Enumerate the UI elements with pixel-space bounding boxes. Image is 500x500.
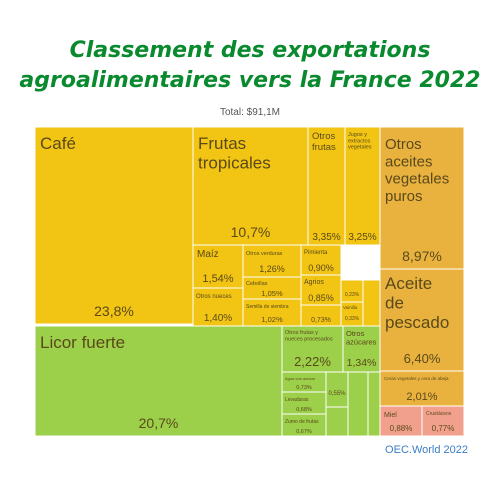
treemap-cell-name: Otros nueces bbox=[196, 294, 232, 300]
treemap-cell-name: frutas bbox=[312, 142, 336, 153]
treemap-cell-name: Café bbox=[40, 134, 76, 153]
treemap-cell-name: extractos bbox=[348, 138, 371, 144]
treemap-cell-value: 1,05% bbox=[261, 289, 283, 298]
title-line-2: agroalimentaires vers la France 2022 bbox=[19, 68, 481, 93]
treemap-cell bbox=[379, 405, 423, 437]
treemap-cell bbox=[192, 287, 244, 327]
treemap-cell bbox=[325, 371, 349, 408]
treemap-cell-name: vegetales bbox=[385, 171, 449, 188]
treemap-cell bbox=[281, 325, 344, 373]
treemap-cell bbox=[342, 325, 381, 373]
treemap-cell bbox=[340, 279, 364, 303]
treemap-cell-name: Maíz bbox=[197, 249, 219, 260]
treemap-cell bbox=[34, 126, 194, 325]
treemap-cell-name: Jugos y bbox=[348, 132, 367, 138]
treemap-cell bbox=[421, 405, 465, 437]
treemap-cell-value: 10,7% bbox=[231, 224, 271, 240]
treemap-cell-minor bbox=[362, 279, 381, 327]
total-label: Total: $91,1M bbox=[219, 107, 281, 118]
treemap-cell-value: 20,7% bbox=[139, 415, 179, 431]
treemap-cell bbox=[307, 126, 346, 246]
treemap-cell-name: Otros frutas y bbox=[285, 330, 318, 336]
chart-title: Classement des exportations agroalimenta… bbox=[0, 36, 500, 96]
treemap-cell-name: Levaduras bbox=[285, 397, 309, 403]
treemap-cell-value: 0,77% bbox=[432, 424, 455, 433]
treemap-cell-value: 2,01% bbox=[406, 391, 437, 403]
treemap-cell bbox=[281, 413, 327, 437]
treemap-cell bbox=[300, 274, 342, 306]
treemap-cell-value: 2,22% bbox=[294, 354, 331, 369]
treemap-cell bbox=[379, 268, 465, 372]
treemap-cell-value: 0,55% bbox=[328, 391, 346, 397]
treemap-cell-name: nueces procesados bbox=[285, 336, 333, 342]
treemap-cell-value: 6,40% bbox=[404, 351, 441, 366]
source-label: OEC.World 2022 bbox=[385, 444, 468, 456]
treemap-cell bbox=[300, 244, 342, 276]
treemap-cell-name: Pimienta bbox=[304, 250, 328, 256]
treemap-cell-name: Frutas bbox=[198, 134, 246, 153]
title-line-1: Classement des exportations bbox=[69, 38, 431, 63]
treemap-cell-value: 1,02% bbox=[261, 315, 283, 324]
treemap-cell-name: Miel bbox=[384, 412, 397, 419]
treemap-cell-value: 0,23% bbox=[345, 292, 360, 298]
treemap-cell-value: 23,8% bbox=[94, 303, 134, 319]
treemap-cell bbox=[192, 244, 244, 289]
treemap-cell-name: Aceite bbox=[385, 274, 432, 293]
treemap-cell-name: Otros verduras bbox=[246, 251, 283, 257]
treemap-cell-value: 0,90% bbox=[308, 263, 334, 273]
treemap-cell-value: 0,73% bbox=[311, 317, 331, 324]
treemap-cell-name: vegetales bbox=[348, 145, 372, 151]
treemap-cell-name: Otros bbox=[346, 329, 365, 338]
treemap-cell-value: 0,67% bbox=[296, 429, 312, 435]
treemap-cell-name: Ceras vegetales y cera de abeja bbox=[384, 376, 449, 381]
treemap-cell-value: 0,68% bbox=[296, 407, 312, 413]
treemap-cell-value: 3,35% bbox=[312, 232, 340, 243]
treemap-cell bbox=[379, 126, 465, 270]
treemap-cell-name: Agrios bbox=[304, 279, 324, 286]
treemap-cell-name: de bbox=[385, 294, 404, 313]
treemap-cell-name: Crustáceos bbox=[426, 411, 452, 417]
treemap-cell bbox=[379, 370, 465, 407]
treemap-cell-name: puros bbox=[385, 188, 423, 205]
treemap-cell-name: pescado bbox=[385, 313, 449, 332]
treemap-cell-name: Zumo de frutas bbox=[285, 419, 319, 425]
treemap-cell-name: Licor fuerte bbox=[40, 333, 125, 352]
treemap-cell-value: 8,97% bbox=[402, 248, 442, 264]
treemap-cell bbox=[34, 325, 283, 437]
treemap-cell-name: Otros bbox=[385, 136, 422, 153]
treemap-cell-value: 0,85% bbox=[308, 293, 334, 303]
treemap-cell-value: 1,40% bbox=[204, 313, 232, 324]
treemap-cell-name: aceites bbox=[385, 153, 433, 170]
treemap-cell-value: 1,54% bbox=[202, 273, 233, 285]
treemap-cell-name: Otros bbox=[312, 131, 335, 142]
treemap-cell-name: tropicales bbox=[198, 154, 271, 173]
treemap-cell-minor bbox=[325, 406, 349, 437]
treemap-cell bbox=[242, 298, 302, 327]
treemap-cell-value: 1,26% bbox=[259, 264, 285, 274]
treemap-cell-minor bbox=[367, 371, 381, 437]
treemap-cell-value: 1,34% bbox=[347, 357, 377, 369]
treemap-cell-value: 0,33% bbox=[345, 316, 360, 322]
treemap-cell-value: 0,73% bbox=[296, 385, 312, 391]
treemap-cell-value: 3,25% bbox=[348, 232, 376, 243]
treemap-cell-name: Agua con azúcar bbox=[285, 376, 316, 381]
treemap-cell-value: 0,88% bbox=[390, 424, 413, 433]
treemap-cell bbox=[192, 126, 309, 246]
treemap-cell-name: azúcares bbox=[346, 338, 377, 347]
treemap-cell-name: Semilla de siembra bbox=[246, 304, 289, 310]
treemap-cell-name: Cebollas bbox=[246, 281, 268, 287]
treemap-cell-name: Vainilla bbox=[343, 305, 358, 310]
